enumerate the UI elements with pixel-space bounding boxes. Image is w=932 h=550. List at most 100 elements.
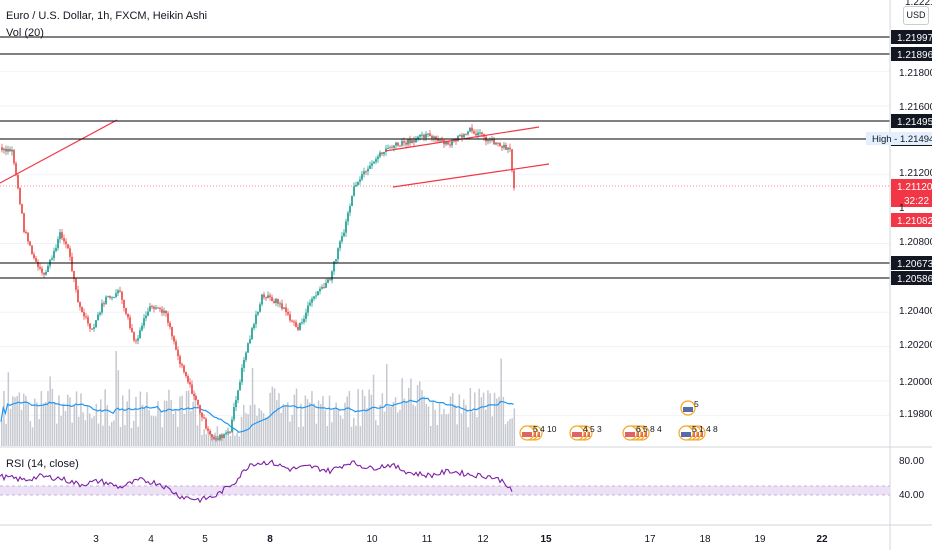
candle-body xyxy=(227,431,229,433)
candle-body xyxy=(113,296,115,298)
candle-body xyxy=(77,289,79,303)
candle-body xyxy=(387,147,389,149)
candle-body xyxy=(461,135,463,138)
volume-bar xyxy=(232,427,234,446)
time-axis[interactable]: 3 4 5 8 10 11 12 15 17 18 19 22 xyxy=(93,534,828,545)
candle-body xyxy=(257,311,259,315)
candle-body xyxy=(61,232,63,239)
volume-bar xyxy=(104,389,106,446)
volume-bar xyxy=(106,405,109,446)
price-axis-label: 1.21800 xyxy=(899,68,932,79)
volume-bar xyxy=(381,393,384,446)
volume-bar xyxy=(40,391,43,446)
candle-body xyxy=(93,327,95,329)
volume-bar xyxy=(295,388,298,446)
volume-bar xyxy=(190,411,192,446)
candle-body xyxy=(269,295,271,298)
level-price-tag xyxy=(891,271,932,285)
time-axis-label: 18 xyxy=(699,534,711,545)
volume-bar xyxy=(456,424,458,446)
candle-body xyxy=(335,259,337,262)
symbol-legend[interactable]: Euro / U.S. Dollar, 1h, FXCM, Heikin Ash… xyxy=(6,10,208,22)
volume-bar xyxy=(113,420,115,446)
candle-body xyxy=(355,184,357,187)
candle-body xyxy=(419,134,421,137)
volume-bar xyxy=(238,436,241,446)
price-axis[interactable]: 1.21800 1.21600 1.21200 1.20800 1.20400 1.202… xyxy=(866,30,932,420)
volume-bar xyxy=(458,394,461,446)
candle-body xyxy=(377,156,379,160)
event-group[interactable]: 5 xyxy=(680,399,699,416)
candle-body xyxy=(413,140,415,143)
volume-bar xyxy=(174,410,177,446)
volume-bar xyxy=(108,425,111,446)
volume-bar xyxy=(254,404,256,446)
volume-bar xyxy=(339,415,342,446)
event-group[interactable]: 5 4 10 xyxy=(519,424,557,441)
volume-bar xyxy=(148,410,150,446)
volume-bar xyxy=(126,401,128,446)
rsi-axis[interactable]: 80.00 40.00 xyxy=(899,456,924,501)
candle-body xyxy=(285,307,287,313)
candle-body xyxy=(441,140,443,142)
candle-body xyxy=(273,301,275,304)
currency-button[interactable]: USD xyxy=(903,6,929,25)
volume-bar xyxy=(170,400,172,446)
economic-events[interactable]: 5 4 10 4 5 3 6 5 8 4 5 1 4 8 5 xyxy=(519,399,718,441)
volume-bar xyxy=(276,400,278,446)
time-axis-label: 17 xyxy=(644,534,656,545)
candle-body xyxy=(397,142,399,146)
candle-body xyxy=(17,174,19,189)
volume-legend[interactable]: Vol (20) xyxy=(6,27,44,39)
volume-bar xyxy=(185,390,188,446)
volume-bar xyxy=(287,402,289,446)
event-flag-stripe xyxy=(683,407,693,412)
candle-body xyxy=(163,310,165,313)
candle-body xyxy=(147,311,149,316)
candle-body xyxy=(79,302,81,308)
candle-body xyxy=(489,140,491,142)
volume-bar xyxy=(335,402,337,446)
candle-body xyxy=(459,135,461,137)
candle-body xyxy=(313,296,315,299)
volume-bar xyxy=(177,426,179,446)
volume-bar xyxy=(434,409,436,446)
volume-bar xyxy=(408,387,410,446)
candle-body xyxy=(307,305,309,313)
candle-body xyxy=(403,141,405,143)
volume-bar xyxy=(291,414,293,446)
price-axis-label: 1.20200 xyxy=(899,340,932,351)
candle-body xyxy=(509,147,511,150)
volume-bar xyxy=(482,392,485,446)
candle-body xyxy=(67,244,69,249)
volume-bar xyxy=(328,395,331,446)
volume-bar xyxy=(293,394,296,446)
candle-body xyxy=(35,258,37,262)
volume-bar xyxy=(20,409,23,446)
price-axis-label: 1.21200 xyxy=(899,168,932,179)
candle-body xyxy=(481,132,483,135)
volume-bar xyxy=(423,396,425,446)
volume-bar xyxy=(322,396,324,446)
volume-bar xyxy=(12,396,14,446)
volume-bar xyxy=(249,405,252,446)
volume-bar xyxy=(133,420,135,446)
candle-body xyxy=(311,298,313,303)
volume-bar xyxy=(414,406,417,446)
volume-bar xyxy=(463,399,465,446)
volume-bar xyxy=(42,403,45,446)
volume-bar xyxy=(271,386,274,446)
rsi-legend[interactable]: RSI (14, close) xyxy=(6,458,79,470)
volume-bar xyxy=(344,402,346,446)
candle-body xyxy=(75,278,77,290)
candle-body xyxy=(299,322,301,330)
candle-body xyxy=(185,372,187,377)
volume-bar xyxy=(229,436,232,446)
candle-body xyxy=(115,293,117,297)
candle-body xyxy=(473,131,475,134)
candle-body xyxy=(367,168,369,172)
